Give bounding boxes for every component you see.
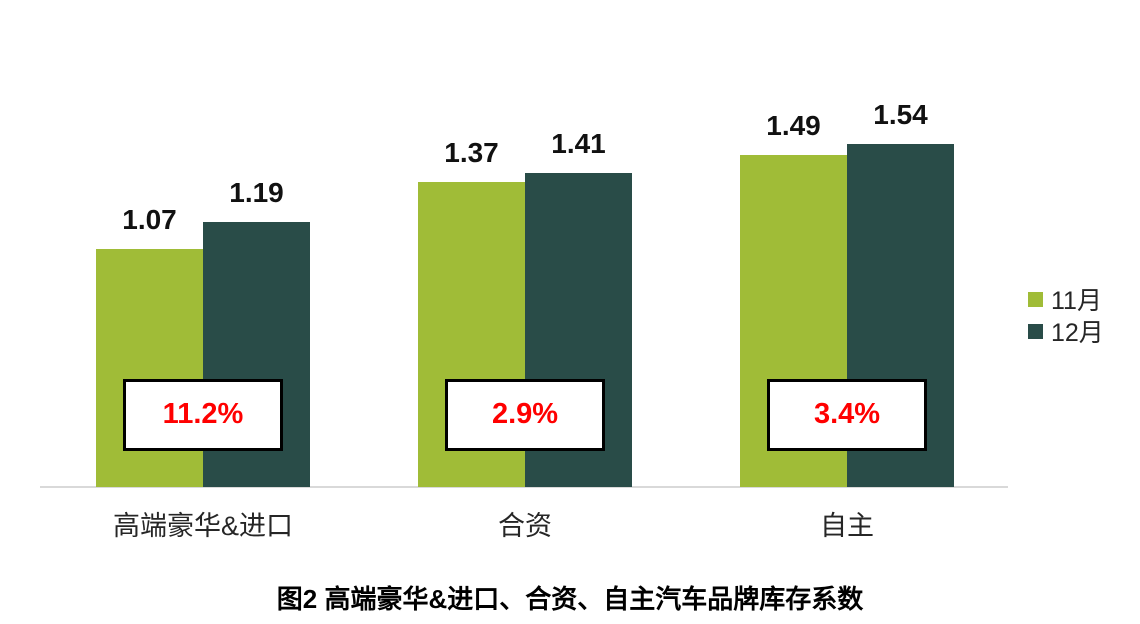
value-label-12月-高端豪华&进口: 1.19 <box>229 177 284 208</box>
change-box-自主: 3.4% <box>767 379 927 451</box>
category-label-高端豪华&进口: 高端豪华&进口 <box>112 511 294 541</box>
value-label-11月-合资: 1.37 <box>444 137 499 168</box>
category-label-自主: 自主 <box>820 511 874 541</box>
bar-11月-高端豪华&进口 <box>96 249 203 487</box>
legend-label: 12月 <box>1051 319 1104 347</box>
change-box-高端豪华&进口: 11.2% <box>123 379 283 451</box>
legend-item-12月: 12月 <box>1028 315 1104 347</box>
legend-label: 11月 <box>1051 287 1102 315</box>
value-label-11月-自主: 1.49 <box>766 110 821 141</box>
x-axis-baseline <box>40 486 1008 488</box>
legend-swatch-icon <box>1028 323 1043 339</box>
legend-swatch-icon <box>1028 291 1043 307</box>
legend-item-11月: 11月 <box>1028 283 1104 315</box>
value-label-12月-合资: 1.41 <box>551 128 606 159</box>
legend: 11月 12月 <box>1028 283 1104 347</box>
value-label-12月-自主: 1.54 <box>873 99 928 130</box>
value-label-11月-高端豪华&进口: 1.07 <box>122 204 177 235</box>
change-box-合资: 2.9% <box>445 379 605 451</box>
category-label-合资: 合资 <box>498 511 552 541</box>
figure-caption: 图2 高端豪华&进口、合资、自主汽车品牌库存系数 <box>276 584 864 614</box>
